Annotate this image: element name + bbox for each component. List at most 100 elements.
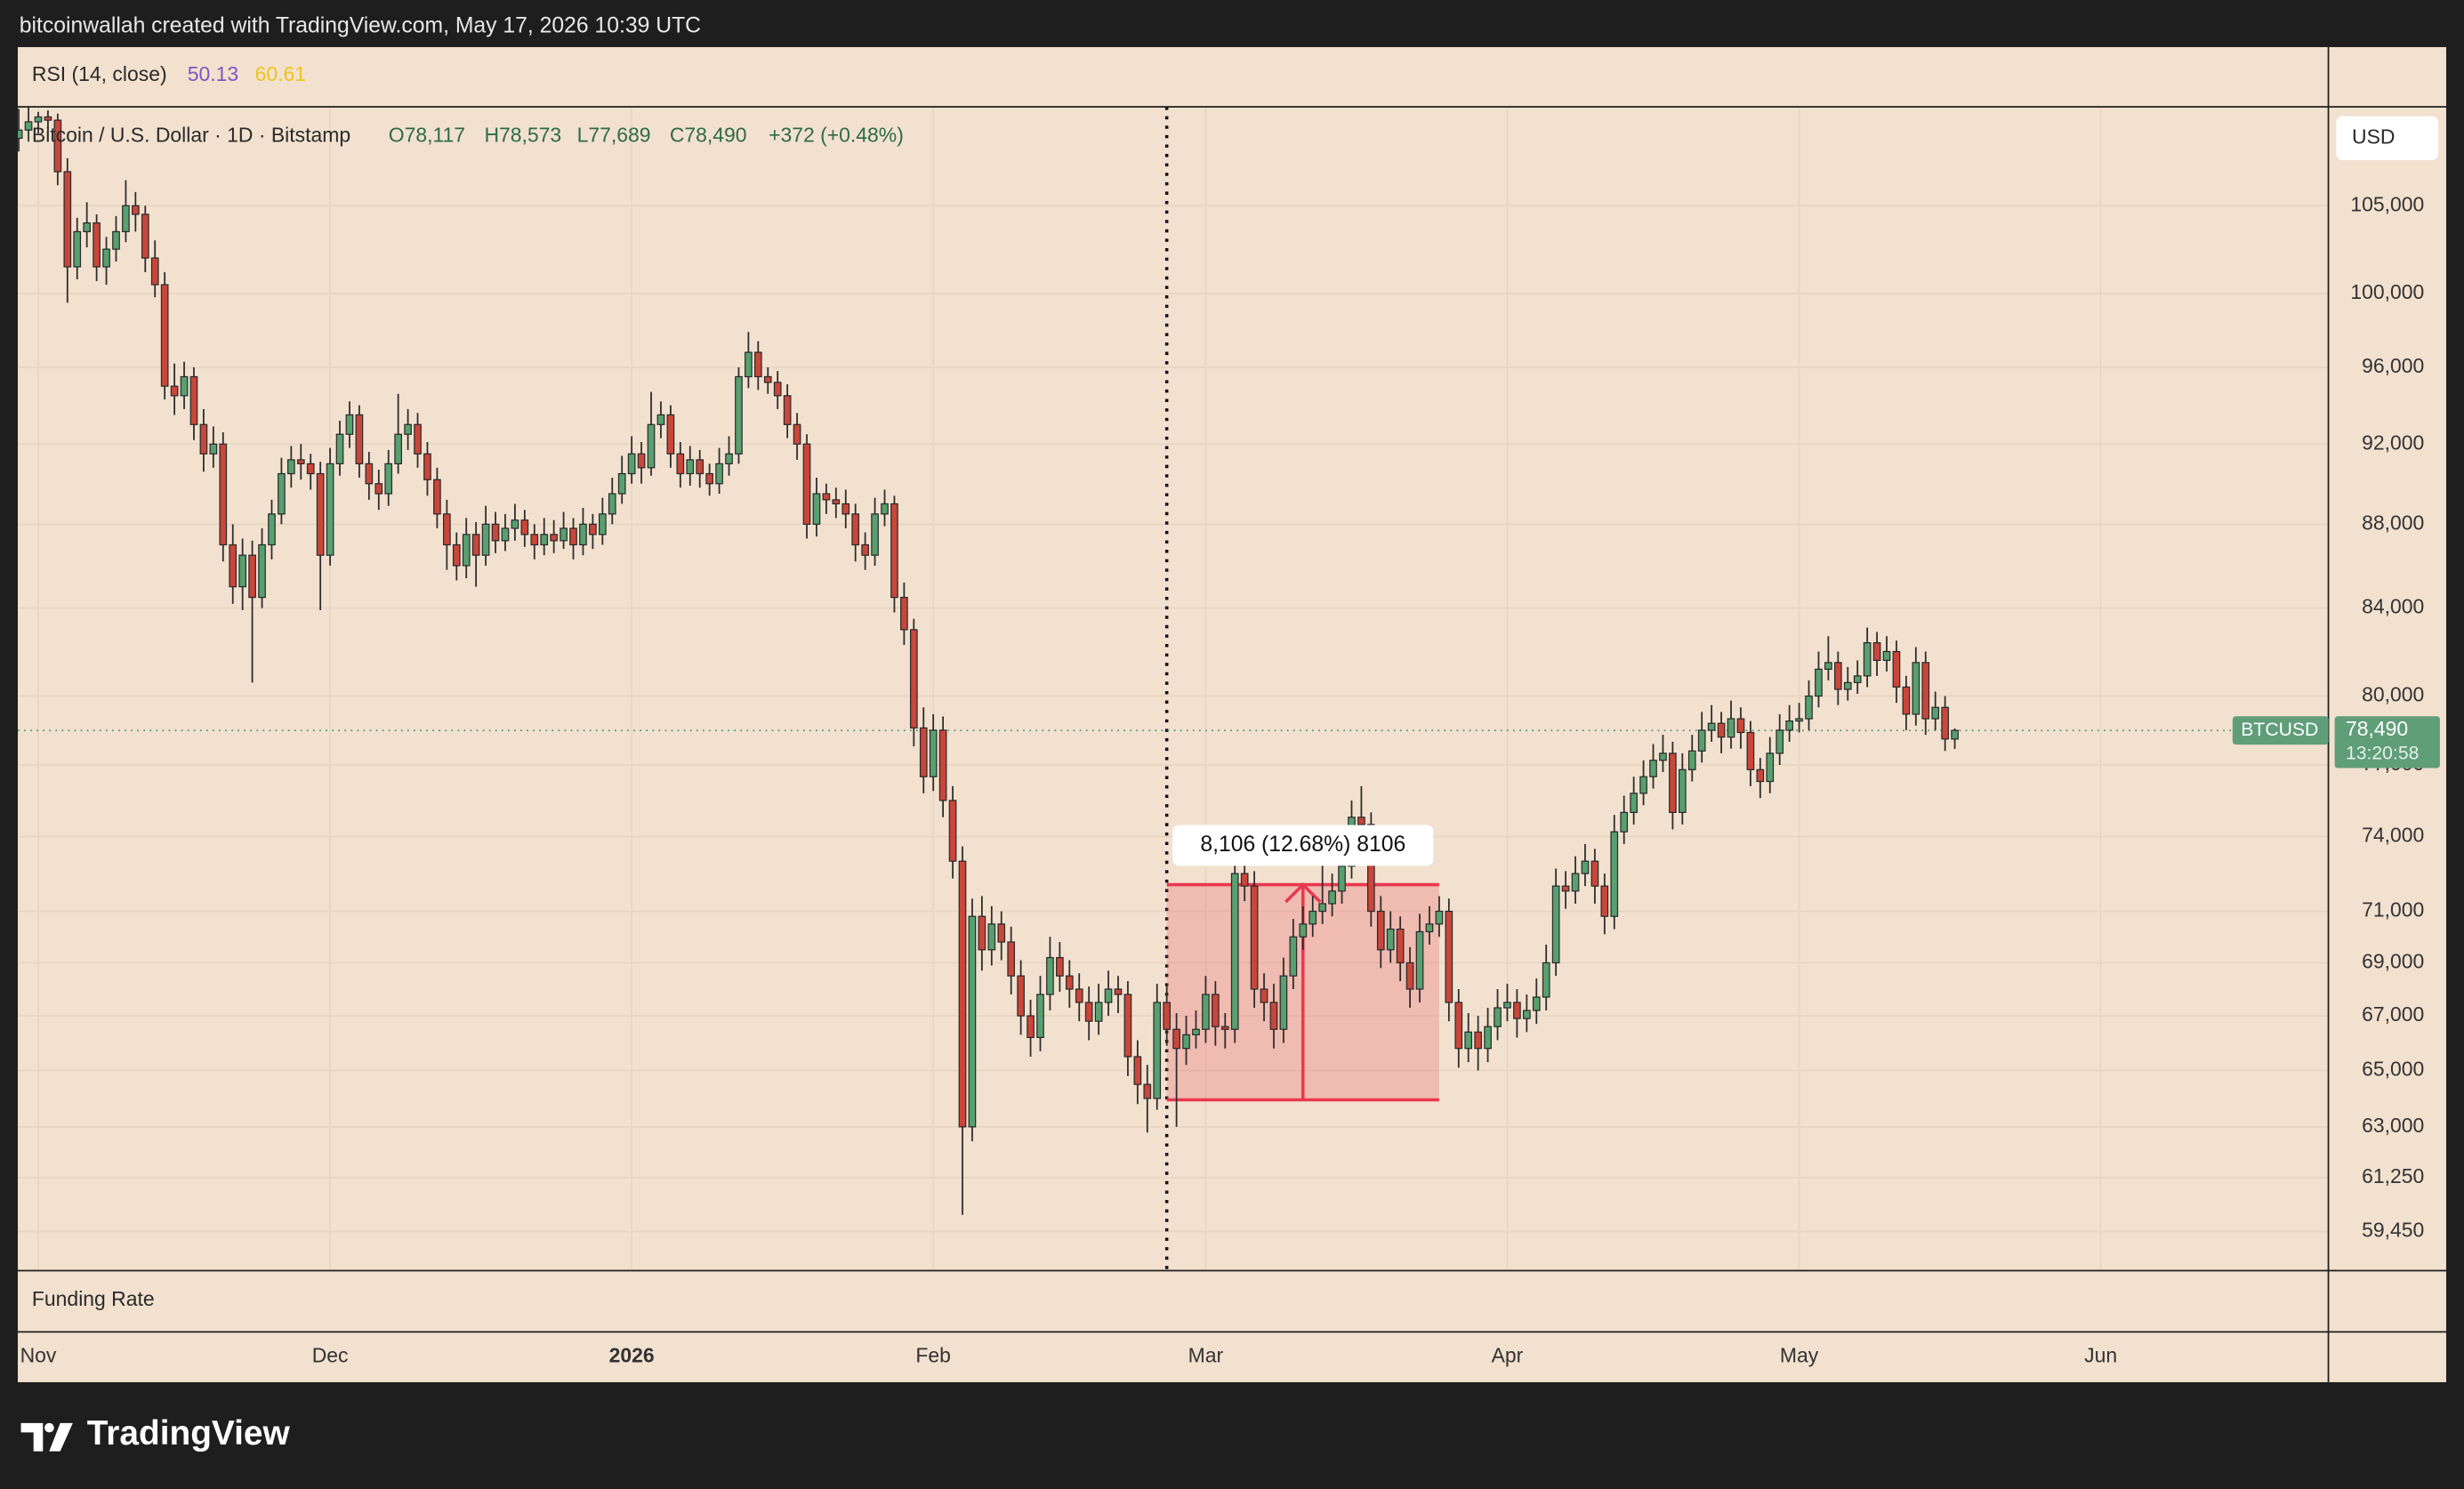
- candle-body: [150, 257, 159, 286]
- y-tick-label: 74,000: [2362, 824, 2424, 847]
- measure-label-box: [1172, 825, 1434, 866]
- candle-body: [1405, 962, 1414, 990]
- candle-body: [404, 423, 412, 435]
- candle-body: [696, 459, 705, 475]
- candle-body: [783, 395, 792, 425]
- candle-body: [355, 414, 364, 464]
- candle-body: [745, 351, 753, 378]
- candle-body: [384, 463, 393, 495]
- candle-body: [608, 493, 616, 515]
- candle-body: [1669, 753, 1677, 814]
- candle-body: [929, 729, 938, 777]
- candle-body: [802, 443, 811, 525]
- funding-label: Funding Rate: [32, 1287, 155, 1310]
- candle-body: [1503, 1002, 1511, 1009]
- candle-body: [1308, 910, 1317, 925]
- candle-body: [1182, 1034, 1190, 1050]
- candle-body: [1007, 941, 1016, 977]
- candle-body: [1376, 910, 1385, 951]
- candle-body: [1484, 1026, 1492, 1050]
- y-tick-label: 84,000: [2362, 595, 2424, 618]
- x-tick-label: Dec: [312, 1344, 349, 1367]
- candle-body: [569, 527, 577, 546]
- candle-body: [997, 923, 1006, 943]
- candle-body: [579, 523, 587, 546]
- x-tick-label: Feb: [915, 1344, 951, 1367]
- candle-body: [1902, 686, 1911, 715]
- candle-body: [1338, 865, 1346, 892]
- candle-body: [1415, 930, 1424, 990]
- candle-body: [1590, 860, 1599, 887]
- candle-body: [1863, 642, 1872, 677]
- candle-body: [1736, 718, 1745, 734]
- candle-body: [1921, 662, 1930, 720]
- candle-body: [1717, 722, 1726, 738]
- candle-body: [1435, 910, 1444, 925]
- candle-body: [1941, 706, 1949, 740]
- candle-body: [481, 523, 490, 556]
- candle-body: [219, 443, 228, 546]
- candle-body: [180, 375, 189, 397]
- candle-body: [1260, 988, 1268, 1003]
- price-tag-label: 78,490: [2346, 717, 2408, 740]
- chart-panel: [18, 46, 2446, 1382]
- candle-body: [1678, 769, 1687, 814]
- candle-body: [589, 523, 597, 535]
- y-tick-label: 61,250: [2362, 1164, 2424, 1187]
- candle-body: [1046, 956, 1054, 995]
- x-tick-label: Nov: [20, 1344, 57, 1367]
- x-tick-label: Apr: [1492, 1344, 1524, 1367]
- candle-body: [501, 527, 510, 542]
- candle-body: [1542, 962, 1550, 998]
- candle-body: [1581, 860, 1590, 874]
- candle-body: [773, 382, 782, 397]
- y-tick-label: 65,000: [2362, 1058, 2424, 1081]
- candle-body: [1123, 994, 1132, 1058]
- currency-button[interactable]: [2336, 116, 2439, 161]
- candle-body: [909, 629, 918, 728]
- symbol-tag: [2232, 716, 2329, 745]
- candle-body: [637, 453, 646, 469]
- y-tick-label: 88,000: [2362, 511, 2424, 534]
- candle-body: [1561, 885, 1570, 892]
- candle-body: [1202, 994, 1210, 1030]
- candle-body: [560, 527, 568, 542]
- candle-body: [1328, 890, 1336, 905]
- candle-body: [1474, 1031, 1482, 1050]
- candle-body: [1094, 1002, 1103, 1022]
- candle-body: [1240, 873, 1249, 887]
- symbol-tag-label: BTCUSD: [2241, 720, 2318, 740]
- currency-label[interactable]: USD: [2352, 125, 2395, 148]
- x-tick-label: May: [1780, 1344, 1819, 1367]
- candle-body: [1133, 1056, 1142, 1085]
- candle-body: [1824, 662, 1832, 670]
- candle-body: [287, 459, 295, 475]
- candle-body: [948, 800, 957, 862]
- candle-body: [1425, 923, 1434, 933]
- candle-body: [1017, 975, 1025, 1017]
- candle-body: [1396, 928, 1405, 964]
- candle-body: [1815, 668, 1823, 697]
- candle-body: [1727, 718, 1735, 738]
- candle-body: [112, 230, 120, 250]
- candle-body: [666, 414, 675, 455]
- candle-body: [822, 493, 831, 501]
- candle-body: [1056, 956, 1064, 977]
- candle-body: [919, 727, 928, 777]
- candle-body: [1551, 885, 1560, 964]
- y-tick-label: 105,000: [2350, 192, 2424, 215]
- candle-body: [1494, 1007, 1502, 1027]
- candle-body: [958, 860, 967, 1128]
- candle-body: [1707, 722, 1716, 731]
- candle-body: [968, 915, 977, 1128]
- brand-name: TradingView: [87, 1414, 291, 1453]
- y-tick-label: 80,000: [2362, 683, 2424, 706]
- y-tick-label: 96,000: [2362, 354, 2424, 377]
- candle-body: [520, 519, 529, 535]
- candle-body: [1357, 817, 1365, 825]
- candle-body: [209, 443, 218, 455]
- legend-symbol: Bitcoin / U.S. Dollar · 1D · Bitstamp: [32, 124, 350, 147]
- candle-body: [414, 423, 422, 455]
- candle-body: [1269, 1002, 1278, 1030]
- candle-body: [1882, 650, 1891, 662]
